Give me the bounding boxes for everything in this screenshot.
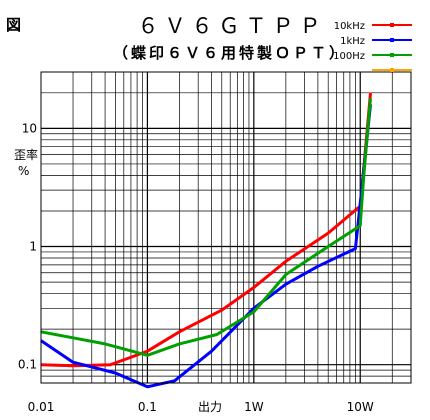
legend: 10kHz 1kHz 100Hz (333, 21, 412, 72)
x-axis-label: 出力 (198, 400, 223, 414)
legend-label: 10kHz (334, 21, 365, 32)
y-tick-label: 10 (22, 121, 37, 135)
y-tick-label: 1 (29, 240, 37, 254)
plot-frame (40, 71, 412, 384)
x-tick-label: 0.01 (28, 400, 55, 414)
x-tick-label: 1W (244, 400, 264, 414)
tick-labels: 0.01 0.1 1W 10W 0.1 1 10 (18, 121, 374, 414)
chart-subtitle: （蝶印６Ｖ６用特製ＯＰＴ） (112, 44, 347, 62)
series-line (40, 98, 372, 357)
legend-marker (390, 53, 394, 57)
y-axis-unit: % (18, 164, 30, 178)
legend-label: 100Hz (333, 51, 365, 62)
x-tick-label: 0.1 (138, 400, 157, 414)
y-tick-label: 0.1 (18, 358, 37, 372)
figure-label: 図 (6, 16, 22, 34)
legend-marker (390, 23, 394, 27)
legend-marker (390, 68, 394, 72)
legend-marker (390, 38, 394, 42)
x-tick-label: 10W (347, 400, 374, 414)
series-layer (40, 92, 372, 389)
series-line (40, 104, 372, 389)
chart-title: ６Ｖ６ＧＴＰＰ (137, 14, 327, 38)
legend-label: 1kHz (340, 36, 365, 47)
y-axis-label: 歪率 (14, 148, 39, 162)
